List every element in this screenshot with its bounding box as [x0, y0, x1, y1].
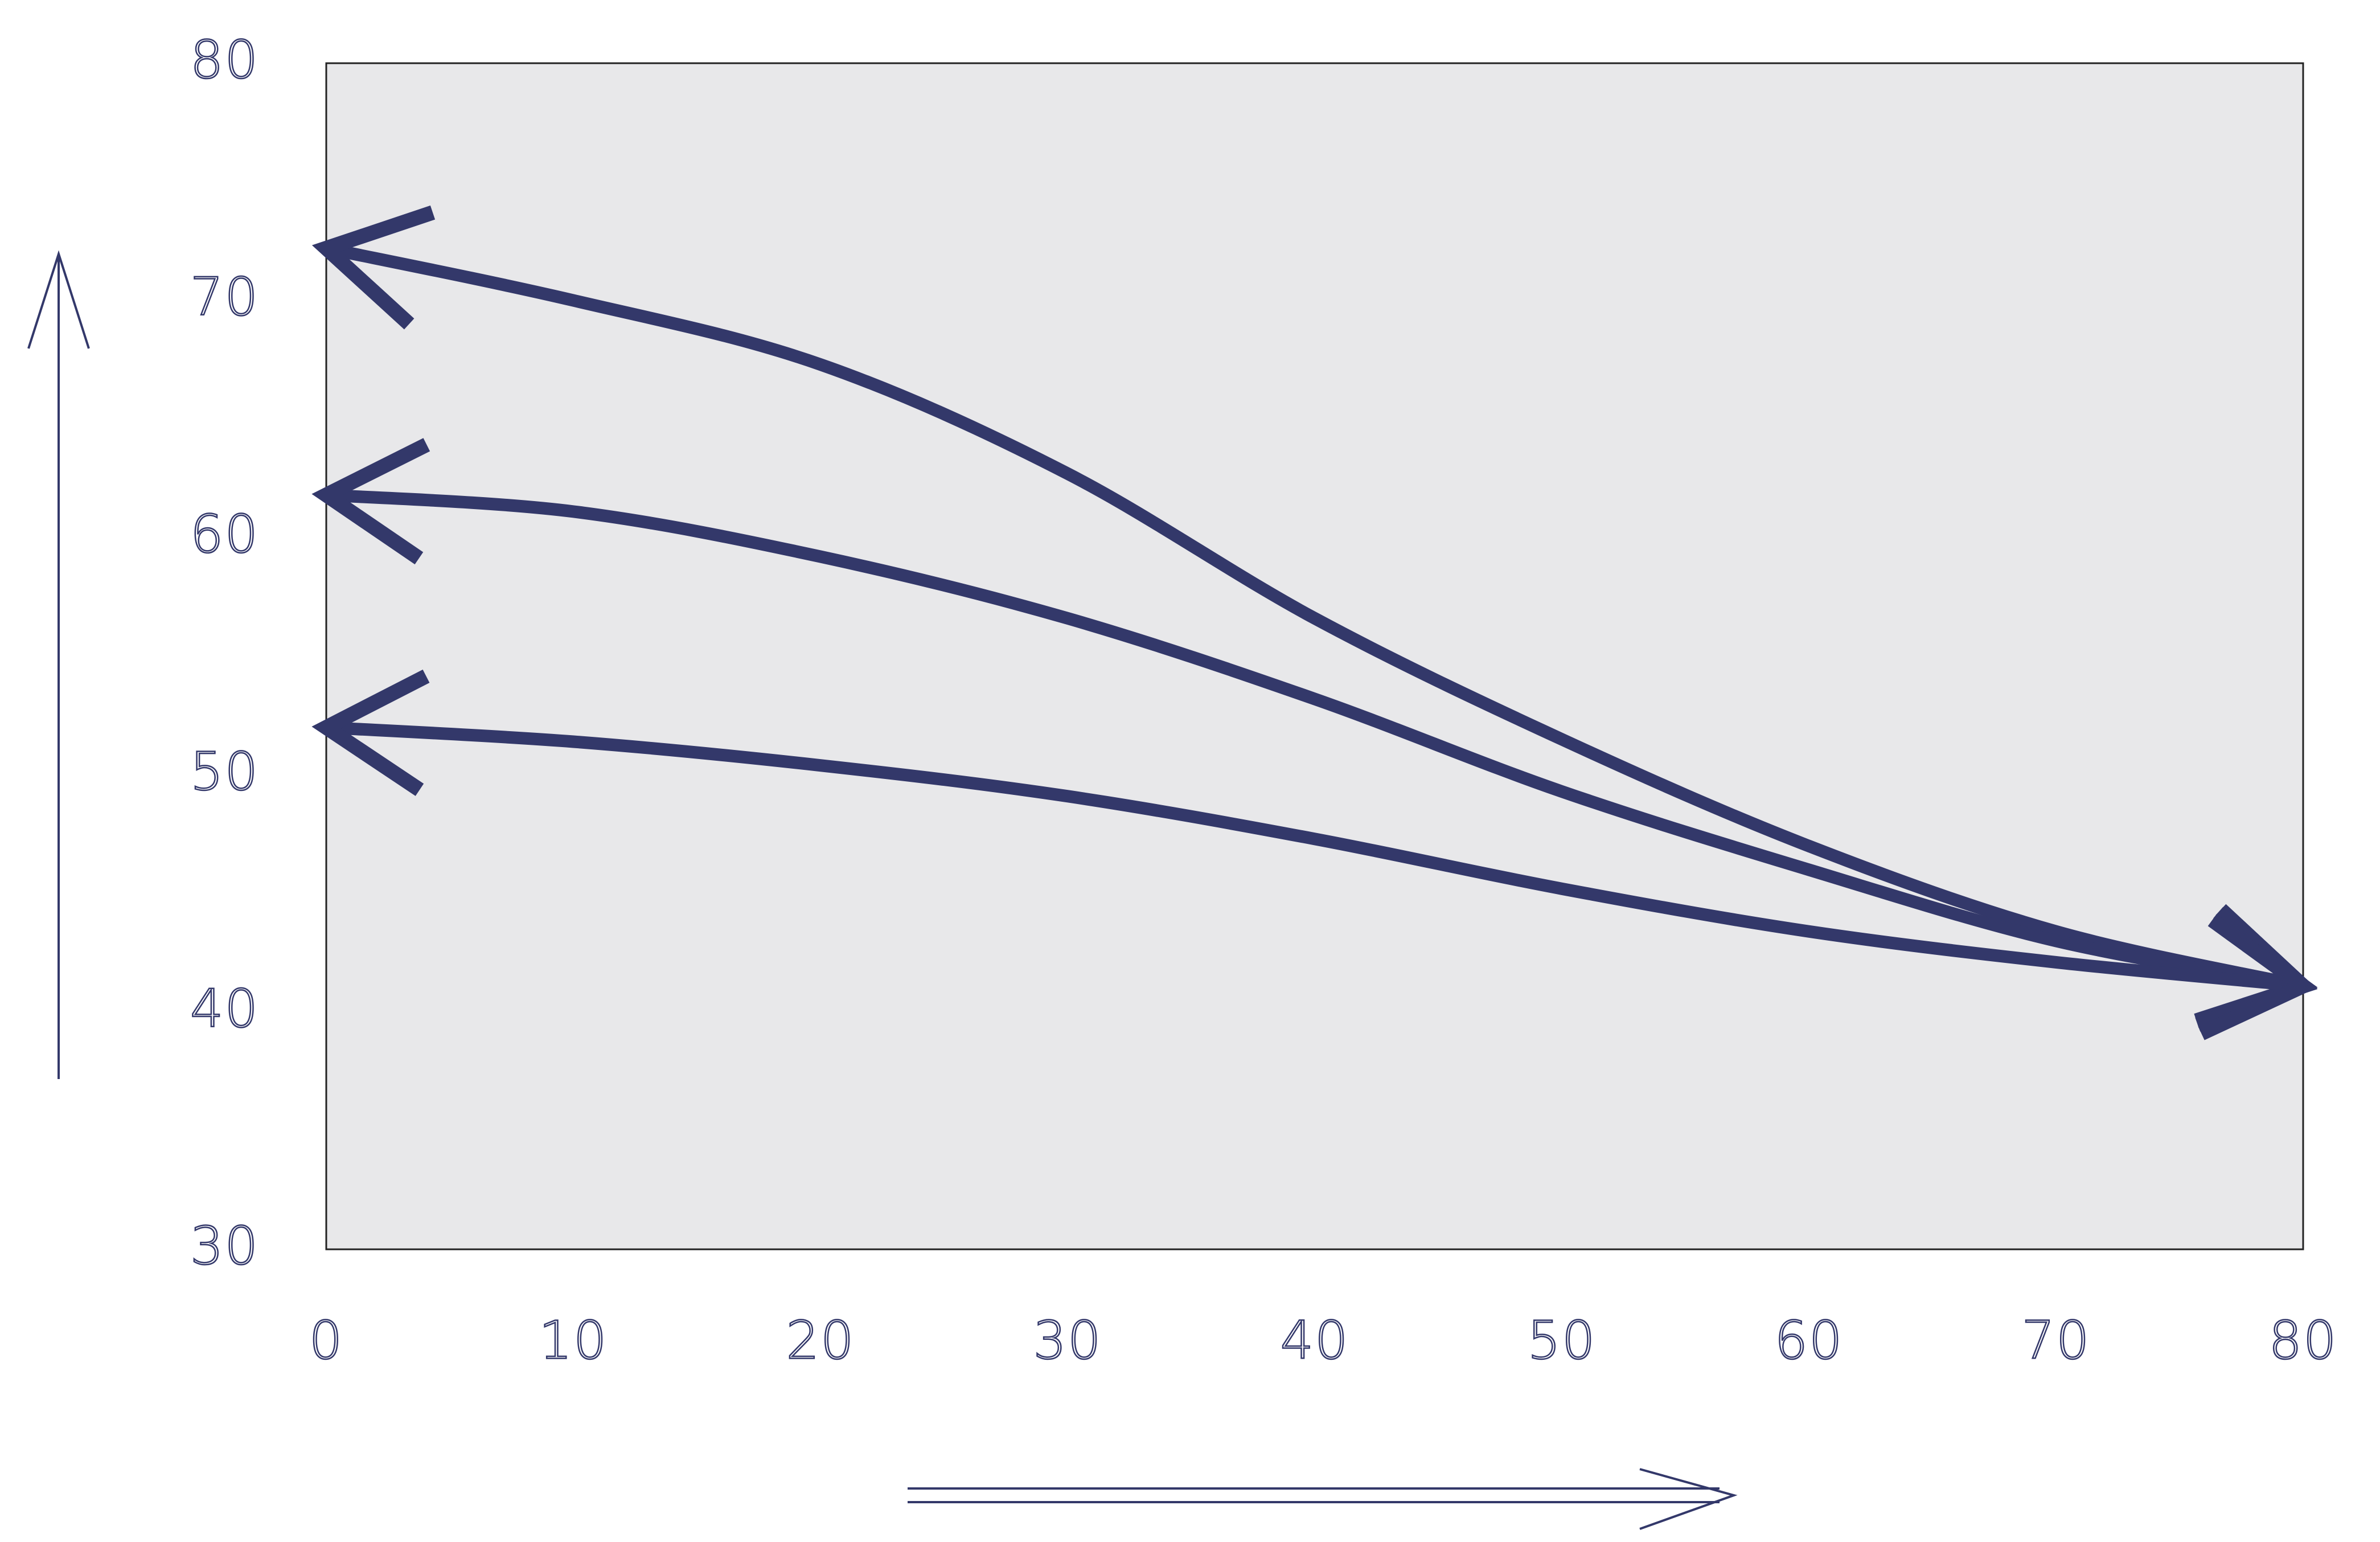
x-tick-label: 50: [1527, 1310, 1596, 1371]
x-tick-label: 80: [2268, 1310, 2337, 1371]
y-tick-label: 50: [190, 741, 259, 802]
plot-area: [325, 62, 2304, 1250]
y-axis-arrow: [27, 250, 90, 1079]
x-tick-label: 70: [2021, 1310, 2090, 1371]
x-axis-arrow: [908, 1468, 1738, 1530]
y-tick-label: 70: [190, 266, 259, 327]
arrowhead: [311, 669, 430, 796]
curve: [320, 489, 2309, 993]
arrowhead: [2198, 914, 2318, 1040]
curve: [320, 721, 2309, 993]
x-tick-label: 0: [309, 1310, 344, 1371]
x-tick-label: 20: [786, 1310, 855, 1371]
y-tick-label: 30: [190, 1216, 259, 1277]
x-tick-label: 60: [1774, 1310, 1843, 1371]
x-tick-label: 40: [1280, 1310, 1349, 1371]
arrowhead: [311, 205, 436, 330]
y-tick-label: 40: [190, 978, 259, 1039]
x-tick-label: 30: [1033, 1310, 1102, 1371]
arrowhead: [311, 438, 430, 565]
y-tick-label: 60: [190, 504, 259, 565]
curve: [320, 241, 2309, 993]
y-tick-label: 80: [190, 30, 259, 91]
x-tick-label: 10: [539, 1310, 608, 1371]
